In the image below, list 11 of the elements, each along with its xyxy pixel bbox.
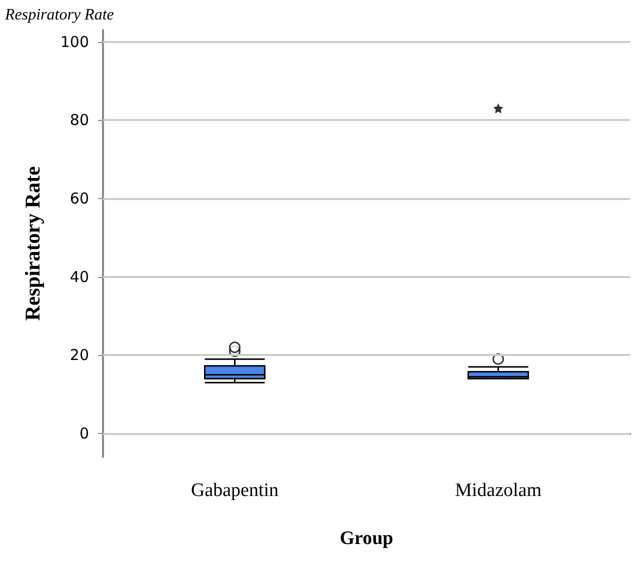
y-axis-title: Respiratory Rate bbox=[20, 166, 44, 321]
y-tick-label: 100 bbox=[60, 32, 89, 51]
y-tick-label: 40 bbox=[70, 268, 89, 286]
y-tick-label: 60 bbox=[70, 189, 89, 208]
x-tick-label: Gabapentin bbox=[190, 480, 280, 501]
y-tick-label: 0 bbox=[79, 424, 89, 442]
y-tick-label: 20 bbox=[70, 346, 89, 364]
x-tick-label: Midazolam bbox=[454, 480, 542, 501]
chart-title: Respiratory Rate bbox=[4, 6, 114, 24]
x-axis-title: Group bbox=[340, 528, 394, 549]
y-tick-label: 80 bbox=[70, 111, 89, 130]
